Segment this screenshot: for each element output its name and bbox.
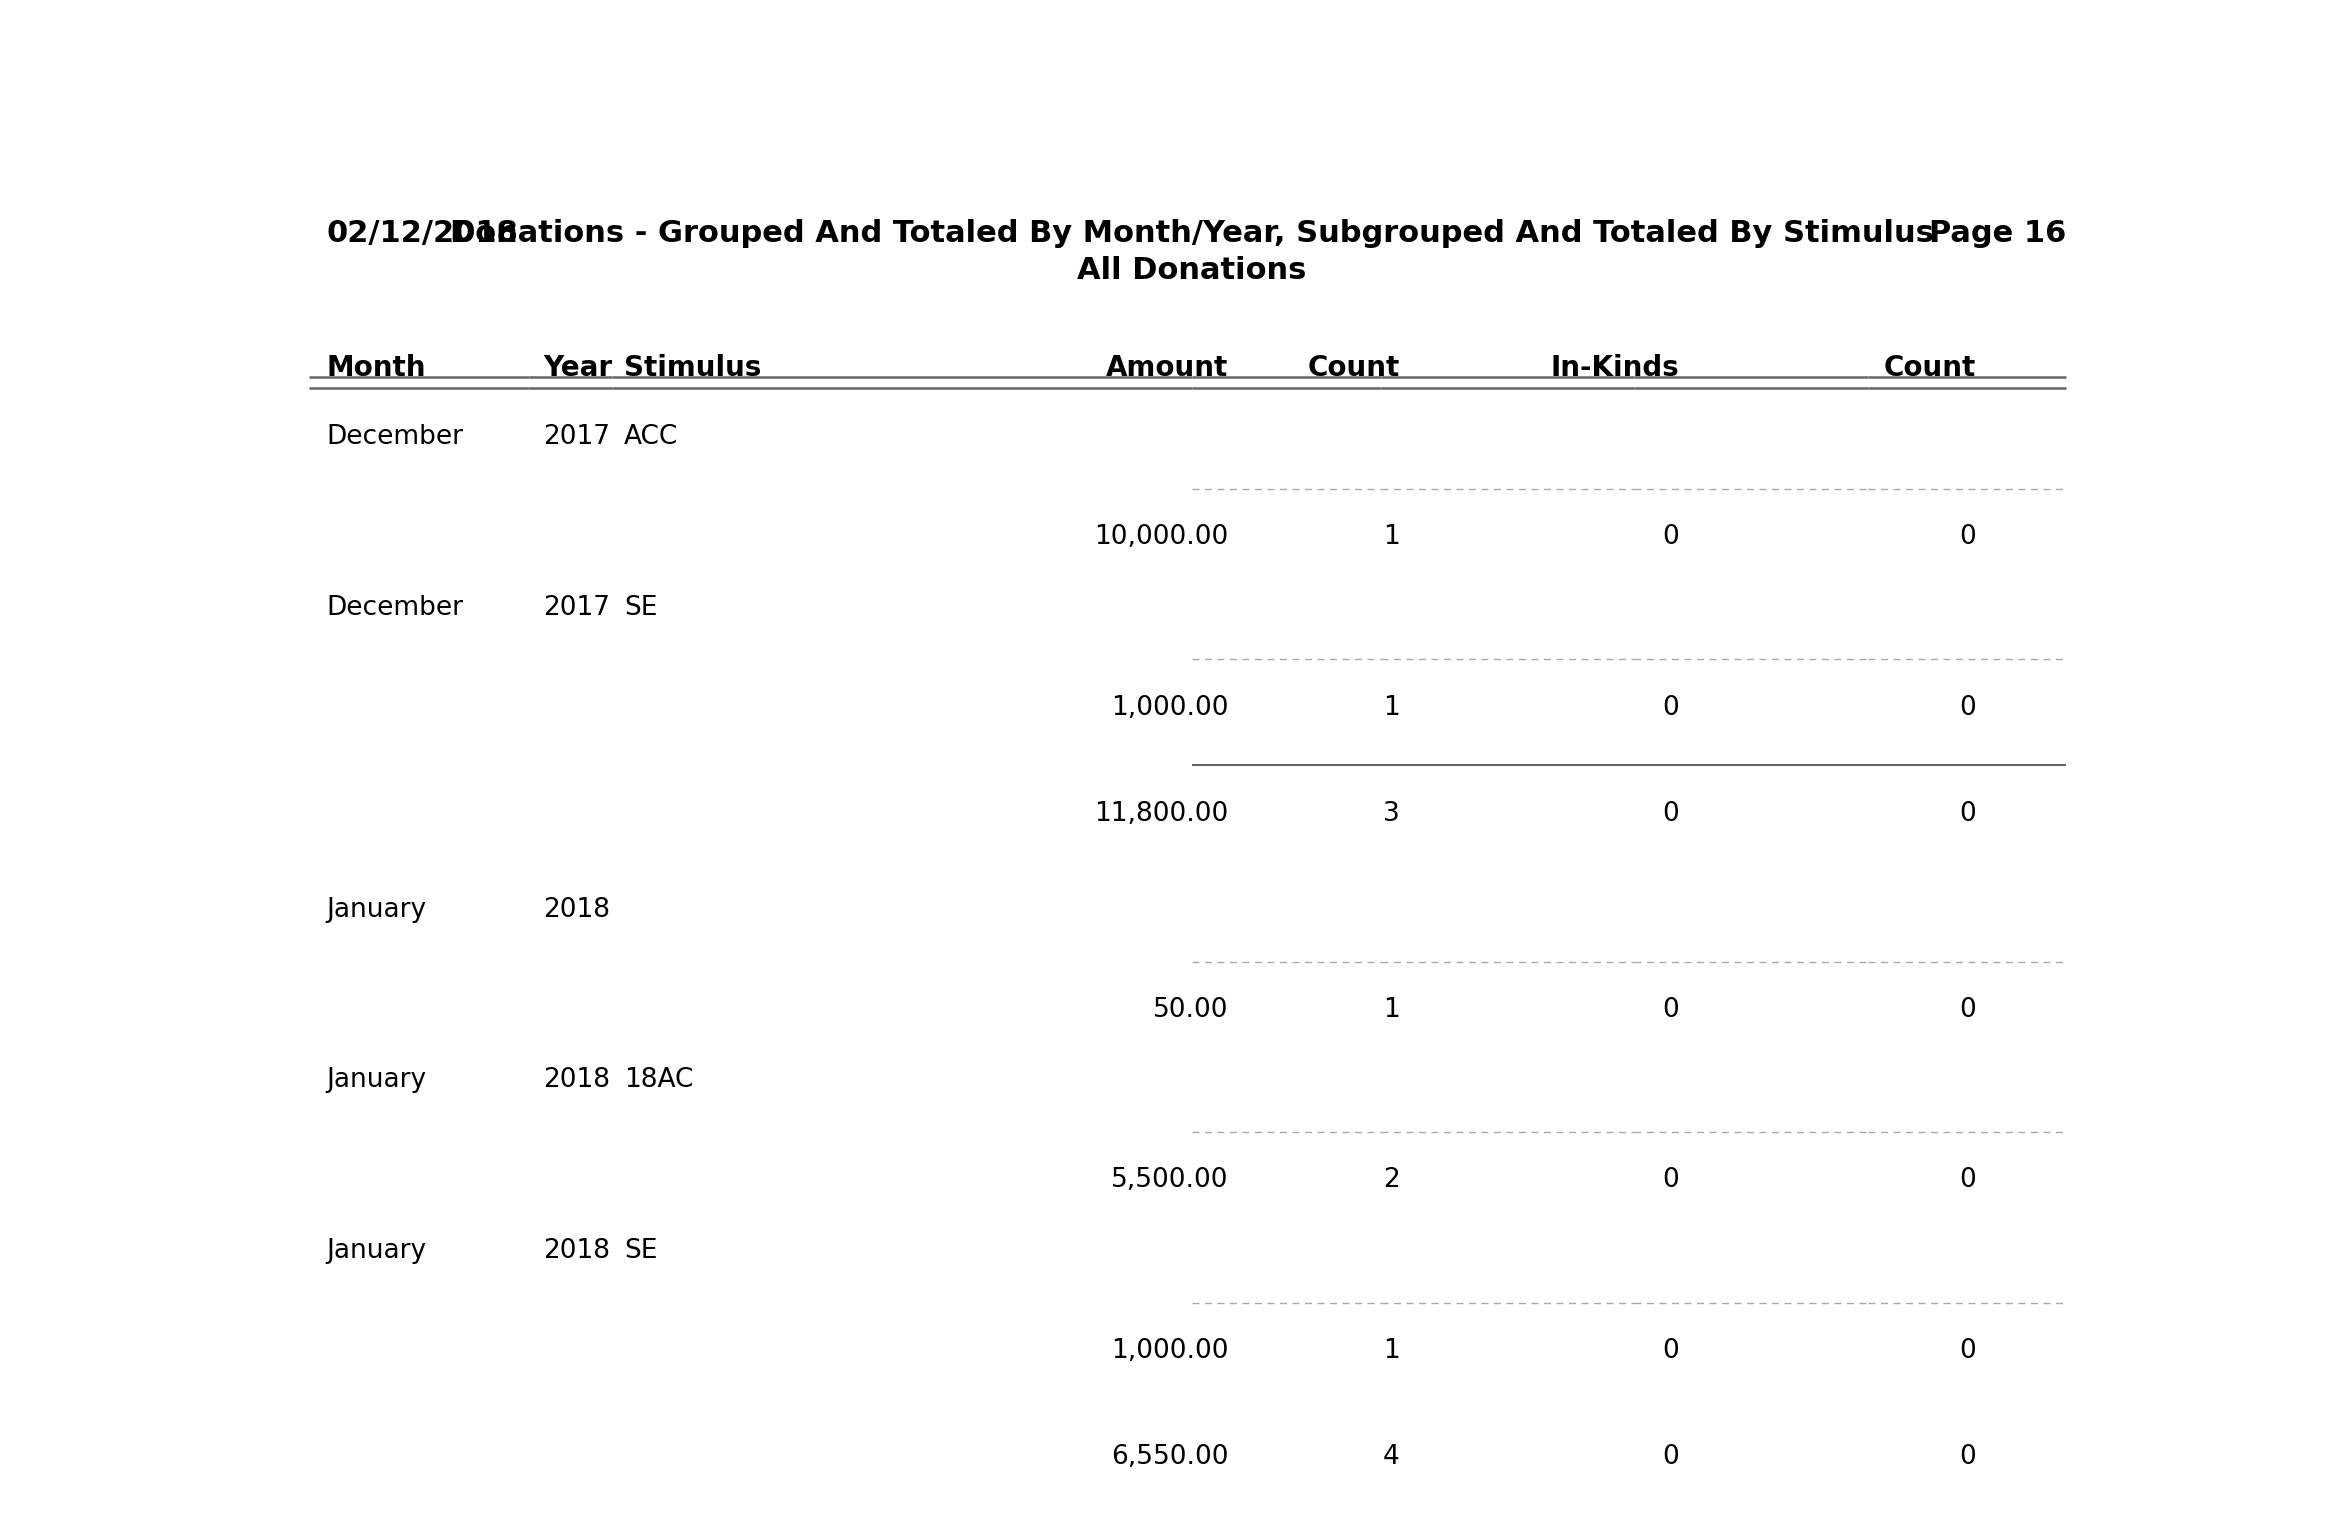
Text: December: December [326, 596, 463, 621]
Text: 0: 0 [1663, 1167, 1679, 1194]
Text: 18AC: 18AC [623, 1067, 693, 1093]
Text: SE: SE [623, 596, 658, 621]
Text: 6,550.00: 6,550.00 [1110, 1443, 1228, 1469]
Text: Year: Year [544, 354, 612, 382]
Text: 0: 0 [1958, 997, 1977, 1023]
Text: Page 16: Page 16 [1928, 218, 2065, 247]
Text: January: January [326, 1238, 428, 1264]
Text: In-Kinds: In-Kinds [1549, 354, 1679, 382]
Text: 0: 0 [1663, 997, 1679, 1023]
Text: 1: 1 [1382, 524, 1400, 550]
Text: 0: 0 [1958, 1338, 1977, 1364]
Text: 2017: 2017 [544, 425, 609, 450]
Text: 50.00: 50.00 [1154, 997, 1228, 1023]
Text: 2018: 2018 [544, 1238, 609, 1264]
Text: All Donations: All Donations [1077, 257, 1307, 286]
Text: 5,500.00: 5,500.00 [1110, 1167, 1228, 1194]
Text: 0: 0 [1958, 1443, 1977, 1469]
Text: 1,000.00: 1,000.00 [1110, 1338, 1228, 1364]
Text: 0: 0 [1663, 1443, 1679, 1469]
Text: 0: 0 [1663, 1338, 1679, 1364]
Text: 0: 0 [1958, 524, 1977, 550]
Text: 0: 0 [1958, 800, 1977, 826]
Text: 1: 1 [1382, 1338, 1400, 1364]
Text: SE: SE [623, 1238, 658, 1264]
Text: Month: Month [326, 354, 426, 382]
Text: 3: 3 [1382, 800, 1400, 826]
Text: 2: 2 [1382, 1167, 1400, 1194]
Text: ACC: ACC [623, 425, 679, 450]
Text: 1: 1 [1382, 695, 1400, 721]
Text: 2017: 2017 [544, 596, 609, 621]
Text: 1,000.00: 1,000.00 [1110, 695, 1228, 721]
Text: 4: 4 [1382, 1443, 1400, 1469]
Text: December: December [326, 425, 463, 450]
Text: 0: 0 [1663, 524, 1679, 550]
Text: Count: Count [1884, 354, 1977, 382]
Text: 2018: 2018 [544, 896, 609, 922]
Text: 11,800.00: 11,800.00 [1093, 800, 1228, 826]
Text: 02/12/2018: 02/12/2018 [326, 218, 519, 247]
Text: January: January [326, 1067, 428, 1093]
Text: Stimulus: Stimulus [623, 354, 761, 382]
Text: 0: 0 [1663, 800, 1679, 826]
Text: 2018: 2018 [544, 1067, 609, 1093]
Text: 1: 1 [1382, 997, 1400, 1023]
Text: January: January [326, 896, 428, 922]
Text: Amount: Amount [1105, 354, 1228, 382]
Text: 0: 0 [1958, 1167, 1977, 1194]
Text: 0: 0 [1663, 695, 1679, 721]
Text: Donations - Grouped And Totaled By Month/Year, Subgrouped And Totaled By Stimulu: Donations - Grouped And Totaled By Month… [451, 218, 1933, 247]
Text: Count: Count [1307, 354, 1400, 382]
Text: 0: 0 [1958, 695, 1977, 721]
Text: 10,000.00: 10,000.00 [1093, 524, 1228, 550]
